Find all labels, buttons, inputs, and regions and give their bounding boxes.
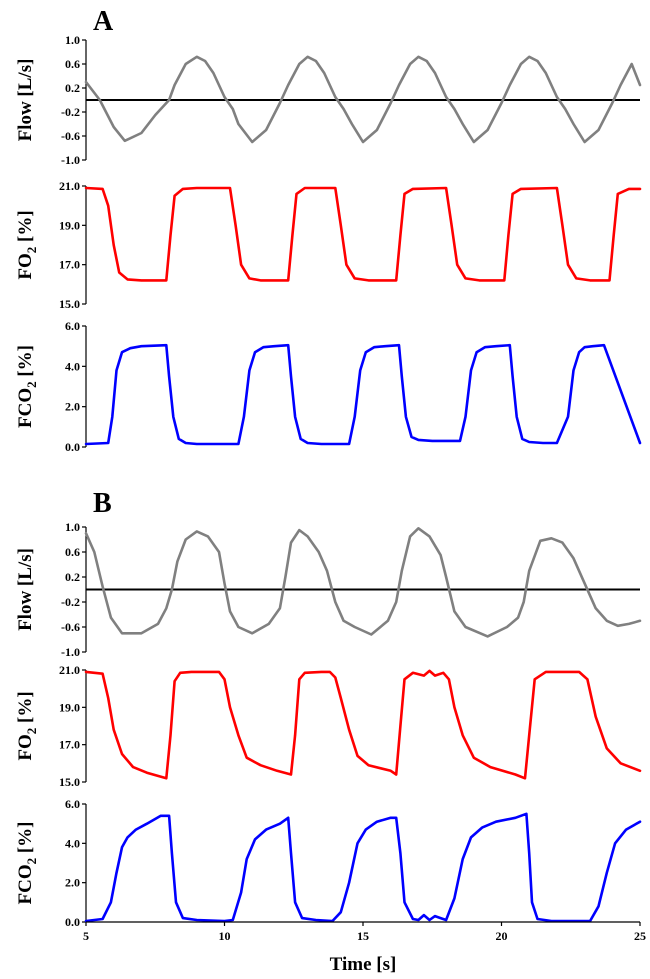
y-axis-label-main: FO	[15, 734, 36, 760]
y-tick-label: 1.0	[65, 33, 80, 47]
y-axis-label: FCO2 [%]	[15, 345, 39, 428]
y-axis-label-subscript: 2	[24, 247, 39, 254]
x-tick-label: 25	[634, 929, 646, 943]
y-axis-label: FO2 [%]	[15, 210, 39, 279]
y-tick-label: 19.0	[59, 218, 80, 232]
y-axis-label-unit: [%]	[15, 210, 36, 246]
y-tick-label: 0.6	[65, 545, 80, 559]
y-axis-label: FO2 [%]	[15, 691, 39, 760]
y-axis-label: FCO2 [%]	[15, 821, 39, 904]
y-axis-label-subscript: 2	[24, 381, 39, 388]
data-series-line	[84, 526, 642, 638]
y-tick-label: 15.0	[59, 775, 80, 789]
y-tick-label: 19.0	[59, 700, 80, 714]
y-tick-label: 21.0	[59, 663, 80, 677]
y-tick-label: 17.0	[59, 258, 80, 272]
y-axis-label-main: FCO	[15, 388, 36, 428]
data-series-line	[84, 55, 642, 144]
y-tick-label: 2.0	[65, 400, 80, 414]
x-tick-label: 15	[357, 929, 369, 943]
data-series-line	[84, 343, 642, 446]
panel-label: B	[93, 488, 112, 519]
y-axis-label-unit: [%]	[15, 691, 36, 727]
y-axis-label-subscript: 2	[24, 858, 39, 865]
y-tick-label: 0.2	[65, 81, 80, 95]
data-series-line	[84, 812, 642, 923]
y-tick-label: 4.0	[65, 836, 80, 850]
y-tick-label: -1.0	[61, 153, 80, 167]
y-axis-label-main: FO	[15, 253, 36, 279]
x-axis-label: Time [s]	[330, 954, 397, 975]
y-tick-label: 4.0	[65, 359, 80, 373]
y-tick-label: 0.0	[65, 440, 80, 454]
y-tick-label: 21.0	[59, 179, 80, 193]
x-tick-label: 10	[219, 929, 231, 943]
y-tick-label: 17.0	[59, 738, 80, 752]
y-tick-label: -0.2	[61, 595, 80, 609]
y-axis-label-unit: [%]	[15, 345, 36, 381]
y-axis-label-main: FCO	[15, 864, 36, 904]
y-tick-label: 15.0	[59, 297, 80, 311]
y-tick-label: -0.2	[61, 105, 80, 119]
data-series-line	[84, 669, 642, 780]
y-tick-label: -1.0	[61, 645, 80, 659]
y-axis-label-unit: [%]	[15, 821, 36, 857]
y-tick-label: 6.0	[65, 319, 80, 333]
y-tick-label: 0.6	[65, 57, 80, 71]
panel-label: A	[93, 6, 114, 37]
y-tick-label: 2.0	[65, 876, 80, 890]
data-series-line	[84, 186, 642, 282]
x-tick-label: 5	[83, 929, 89, 943]
y-tick-label: -0.6	[61, 129, 80, 143]
y-tick-label: 1.0	[65, 520, 80, 534]
y-axis-label-main: Flow [L/s]	[15, 59, 36, 142]
y-axis-label-main: Flow [L/s]	[15, 548, 36, 631]
y-axis-label-subscript: 2	[24, 728, 39, 735]
y-axis-label: Flow [L/s]	[15, 59, 36, 142]
y-tick-label: -0.6	[61, 620, 80, 634]
x-tick-label: 20	[496, 929, 508, 943]
y-tick-label: 0.0	[65, 915, 80, 929]
y-tick-label: 6.0	[65, 797, 80, 811]
y-tick-label: 0.2	[65, 570, 80, 584]
y-axis-label: Flow [L/s]	[15, 548, 36, 631]
